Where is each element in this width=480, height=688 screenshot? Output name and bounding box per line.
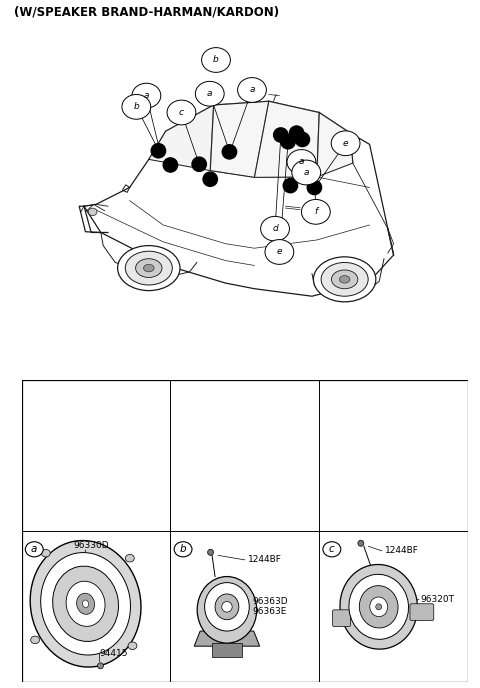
Text: b: b <box>180 544 186 555</box>
Text: b: b <box>213 56 219 65</box>
Text: d: d <box>272 224 278 233</box>
Ellipse shape <box>41 552 131 655</box>
Ellipse shape <box>307 180 322 195</box>
Polygon shape <box>317 113 353 177</box>
Polygon shape <box>149 105 214 171</box>
Text: a: a <box>299 158 304 166</box>
Text: f: f <box>314 207 317 216</box>
Ellipse shape <box>202 47 230 72</box>
Ellipse shape <box>197 577 257 643</box>
Ellipse shape <box>360 585 398 628</box>
Ellipse shape <box>192 157 206 171</box>
Ellipse shape <box>31 636 39 644</box>
Ellipse shape <box>144 264 154 272</box>
Ellipse shape <box>204 583 249 631</box>
Text: 96330D: 96330D <box>73 541 109 550</box>
Text: a: a <box>144 91 149 100</box>
Ellipse shape <box>132 83 161 108</box>
Ellipse shape <box>88 208 97 215</box>
Ellipse shape <box>313 257 376 302</box>
Ellipse shape <box>222 601 232 612</box>
Ellipse shape <box>97 663 103 669</box>
Ellipse shape <box>289 126 304 140</box>
Text: 96320T: 96320T <box>420 594 455 604</box>
Ellipse shape <box>25 541 43 557</box>
Ellipse shape <box>281 135 295 149</box>
Ellipse shape <box>339 276 350 283</box>
Ellipse shape <box>323 541 341 557</box>
Text: 1244BF: 1244BF <box>248 555 282 564</box>
Ellipse shape <box>83 600 89 608</box>
Text: a: a <box>303 168 309 177</box>
Ellipse shape <box>331 131 360 155</box>
Ellipse shape <box>261 216 289 241</box>
Ellipse shape <box>163 158 178 172</box>
Ellipse shape <box>321 262 368 297</box>
Ellipse shape <box>265 239 294 264</box>
Bar <box>212 643 242 657</box>
Ellipse shape <box>118 246 180 290</box>
Text: e: e <box>343 139 348 148</box>
Ellipse shape <box>215 594 239 620</box>
Ellipse shape <box>125 251 172 285</box>
Ellipse shape <box>136 259 162 277</box>
Ellipse shape <box>340 564 418 649</box>
Ellipse shape <box>295 132 310 147</box>
Text: b: b <box>133 103 139 111</box>
Text: e: e <box>276 248 282 257</box>
Ellipse shape <box>301 200 330 224</box>
Ellipse shape <box>349 574 408 639</box>
Text: 94415: 94415 <box>99 649 128 658</box>
Ellipse shape <box>274 128 288 142</box>
Ellipse shape <box>292 160 321 185</box>
Ellipse shape <box>122 94 151 119</box>
Polygon shape <box>194 631 260 646</box>
Text: (W/SPEAKER BRAND-HARMAN/KARDON): (W/SPEAKER BRAND-HARMAN/KARDON) <box>14 6 279 19</box>
Ellipse shape <box>238 78 266 103</box>
Ellipse shape <box>125 555 134 562</box>
FancyBboxPatch shape <box>410 604 434 621</box>
Ellipse shape <box>30 541 141 667</box>
Ellipse shape <box>151 144 166 158</box>
Ellipse shape <box>128 642 137 649</box>
Text: a: a <box>31 544 37 555</box>
Ellipse shape <box>41 550 50 557</box>
Ellipse shape <box>376 604 382 610</box>
Ellipse shape <box>174 541 192 557</box>
Ellipse shape <box>207 549 214 555</box>
Ellipse shape <box>203 172 217 186</box>
Text: 1244BF: 1244BF <box>384 546 419 555</box>
Ellipse shape <box>370 597 388 616</box>
Ellipse shape <box>53 566 119 641</box>
Ellipse shape <box>77 593 95 614</box>
Ellipse shape <box>167 100 196 125</box>
Text: a: a <box>249 85 255 94</box>
Ellipse shape <box>331 270 358 289</box>
Ellipse shape <box>358 540 364 546</box>
Polygon shape <box>254 101 319 178</box>
Polygon shape <box>210 101 269 178</box>
Ellipse shape <box>287 149 316 174</box>
Ellipse shape <box>222 144 237 159</box>
Text: c: c <box>329 544 335 555</box>
FancyBboxPatch shape <box>333 610 350 627</box>
Ellipse shape <box>283 178 298 193</box>
Text: 96363D
96363E: 96363D 96363E <box>252 597 288 616</box>
Text: a: a <box>207 89 213 98</box>
Text: c: c <box>179 108 184 117</box>
Ellipse shape <box>195 81 224 106</box>
Ellipse shape <box>66 581 105 626</box>
